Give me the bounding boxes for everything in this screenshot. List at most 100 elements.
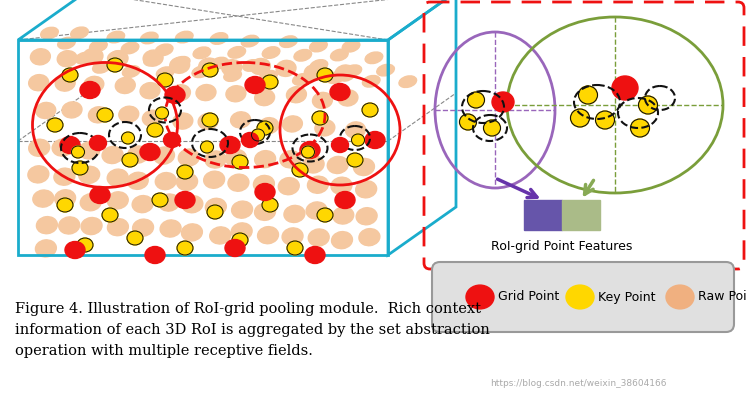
Ellipse shape: [72, 161, 88, 175]
Ellipse shape: [210, 227, 231, 244]
Ellipse shape: [154, 147, 175, 164]
Ellipse shape: [145, 247, 165, 264]
Ellipse shape: [59, 217, 80, 234]
Ellipse shape: [280, 151, 301, 168]
Ellipse shape: [107, 58, 123, 72]
Ellipse shape: [317, 208, 333, 222]
Ellipse shape: [170, 57, 189, 73]
Ellipse shape: [342, 40, 360, 52]
Ellipse shape: [359, 229, 380, 246]
Ellipse shape: [377, 64, 395, 76]
Ellipse shape: [132, 196, 153, 213]
Ellipse shape: [292, 74, 310, 85]
Ellipse shape: [571, 109, 589, 127]
Ellipse shape: [116, 77, 135, 94]
Ellipse shape: [365, 52, 383, 64]
Ellipse shape: [102, 146, 123, 164]
Ellipse shape: [282, 228, 303, 245]
Ellipse shape: [327, 72, 344, 83]
Ellipse shape: [181, 224, 202, 241]
Ellipse shape: [72, 146, 84, 158]
Ellipse shape: [107, 31, 125, 43]
Ellipse shape: [257, 121, 273, 135]
Ellipse shape: [345, 122, 366, 138]
Ellipse shape: [330, 49, 348, 61]
Ellipse shape: [306, 202, 327, 219]
Ellipse shape: [287, 241, 303, 255]
Ellipse shape: [192, 66, 210, 77]
Ellipse shape: [231, 112, 251, 128]
Ellipse shape: [83, 48, 103, 64]
Ellipse shape: [79, 166, 100, 183]
Ellipse shape: [155, 107, 169, 119]
Text: https://blog.csdn.net/weixin_38604166: https://blog.csdn.net/weixin_38604166: [490, 379, 666, 388]
Ellipse shape: [260, 70, 278, 82]
Ellipse shape: [36, 102, 56, 119]
Ellipse shape: [157, 73, 173, 87]
Bar: [562, 200, 600, 230]
Ellipse shape: [198, 113, 218, 129]
Ellipse shape: [84, 76, 104, 93]
Ellipse shape: [362, 103, 378, 117]
Ellipse shape: [193, 47, 210, 59]
Ellipse shape: [122, 42, 139, 54]
Ellipse shape: [177, 173, 198, 190]
Ellipse shape: [284, 205, 305, 222]
Ellipse shape: [90, 40, 107, 52]
Ellipse shape: [327, 156, 348, 173]
Ellipse shape: [231, 223, 252, 240]
Ellipse shape: [639, 96, 657, 114]
Bar: [524, 200, 562, 230]
Ellipse shape: [211, 57, 228, 69]
Ellipse shape: [77, 238, 93, 252]
Ellipse shape: [33, 190, 54, 207]
Ellipse shape: [178, 149, 199, 166]
Ellipse shape: [351, 134, 365, 146]
Text: Grid Point: Grid Point: [498, 291, 560, 303]
Ellipse shape: [300, 141, 320, 158]
Ellipse shape: [122, 66, 140, 77]
Ellipse shape: [107, 51, 125, 63]
Ellipse shape: [175, 31, 193, 43]
Ellipse shape: [262, 198, 278, 212]
Ellipse shape: [399, 76, 416, 87]
Ellipse shape: [276, 60, 296, 77]
Ellipse shape: [201, 141, 213, 153]
Ellipse shape: [28, 166, 48, 183]
Ellipse shape: [335, 65, 355, 81]
Ellipse shape: [241, 35, 259, 47]
Text: Figure 4. Illustration of RoI-grid pooling module.  Rich context
information of : Figure 4. Illustration of RoI-grid pooli…: [15, 302, 490, 358]
Ellipse shape: [127, 231, 143, 245]
Ellipse shape: [173, 113, 192, 129]
Ellipse shape: [93, 62, 110, 73]
Ellipse shape: [152, 193, 168, 207]
Ellipse shape: [231, 201, 253, 218]
Ellipse shape: [198, 58, 219, 74]
Ellipse shape: [202, 63, 218, 77]
Ellipse shape: [28, 75, 48, 91]
Ellipse shape: [354, 158, 374, 175]
Ellipse shape: [57, 51, 77, 67]
Ellipse shape: [157, 67, 174, 79]
Ellipse shape: [202, 113, 218, 127]
Ellipse shape: [301, 146, 315, 158]
Ellipse shape: [55, 75, 75, 91]
Ellipse shape: [160, 220, 181, 237]
Ellipse shape: [163, 133, 181, 148]
Ellipse shape: [28, 139, 50, 156]
Ellipse shape: [566, 285, 594, 309]
Ellipse shape: [60, 137, 80, 154]
Ellipse shape: [143, 50, 163, 66]
Ellipse shape: [97, 108, 113, 122]
Ellipse shape: [335, 191, 355, 208]
Ellipse shape: [65, 241, 85, 258]
Ellipse shape: [31, 49, 51, 65]
Ellipse shape: [225, 150, 246, 167]
Ellipse shape: [62, 102, 82, 118]
Ellipse shape: [331, 231, 352, 249]
Ellipse shape: [147, 123, 163, 137]
Ellipse shape: [251, 58, 270, 75]
Ellipse shape: [308, 229, 329, 246]
Ellipse shape: [119, 106, 139, 122]
Ellipse shape: [47, 118, 63, 132]
